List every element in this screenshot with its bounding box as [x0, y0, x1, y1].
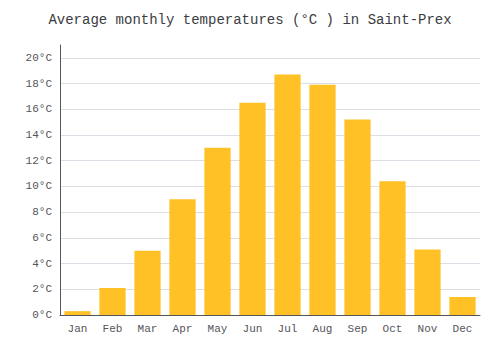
svg-text:Sep: Sep [348, 323, 368, 335]
svg-text:May: May [208, 323, 228, 335]
svg-text:4°C: 4°C [32, 258, 52, 270]
svg-text:14°C: 14°C [26, 129, 53, 141]
svg-text:Average monthly temperatures (: Average monthly temperatures (°C ) in Sa… [48, 12, 451, 28]
svg-text:8°C: 8°C [32, 206, 52, 218]
svg-text:12°C: 12°C [26, 155, 53, 167]
svg-text:Mar: Mar [138, 323, 158, 335]
svg-text:20°C: 20°C [26, 52, 53, 64]
svg-text:Jul: Jul [278, 323, 298, 335]
svg-text:Jun: Jun [243, 323, 263, 335]
svg-text:10°C: 10°C [26, 180, 53, 192]
svg-text:Apr: Apr [173, 323, 193, 335]
svg-text:6°C: 6°C [32, 232, 52, 244]
svg-text:Oct: Oct [383, 323, 403, 335]
svg-text:Aug: Aug [313, 323, 333, 335]
svg-text:Feb: Feb [103, 323, 123, 335]
svg-text:16°C: 16°C [26, 103, 53, 115]
svg-text:Dec: Dec [453, 323, 473, 335]
svg-text:Nov: Nov [418, 323, 438, 335]
svg-text:0°C: 0°C [32, 309, 52, 321]
svg-text:18°C: 18°C [26, 78, 53, 90]
svg-text:2°C: 2°C [32, 283, 52, 295]
svg-text:Jan: Jan [68, 323, 88, 335]
